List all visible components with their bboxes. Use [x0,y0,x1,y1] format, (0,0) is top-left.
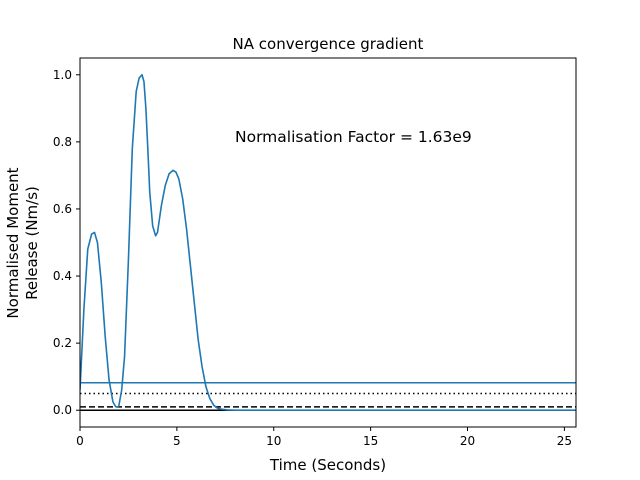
series-line [80,73,576,412]
x-tick-label: 10 [266,434,281,448]
y-tick-label: 0.4 [53,269,72,283]
y-axis: 0.0 0.2 0.4 0.6 0.8 1.0 [53,68,80,417]
y-tick-label: 0.8 [53,135,72,149]
x-tick-label: 0 [76,434,84,448]
plot-frame [79,57,577,428]
x-tick-label: 15 [363,434,378,448]
y-tick-label: 1.0 [53,68,72,82]
y-tick-label: 0.0 [53,403,72,417]
x-tick-label: 25 [557,434,572,448]
x-axis: 0 5 10 15 20 25 [76,427,572,448]
y-tick-label: 0.2 [53,336,72,350]
y-tick-label: 0.6 [53,202,72,216]
y-axis-label-line-2: Release (Nm/s) [23,186,41,300]
x-tick-label: 20 [460,434,475,448]
x-axis-label: Time (Seconds) [269,456,386,474]
x-tick-label: 5 [173,434,181,448]
chart-title: NA convergence gradient [233,35,424,53]
normalisation-annotation: Normalisation Factor = 1.63e9 [235,128,472,146]
y-axis-label-line-1: Normalised Moment [4,167,22,318]
